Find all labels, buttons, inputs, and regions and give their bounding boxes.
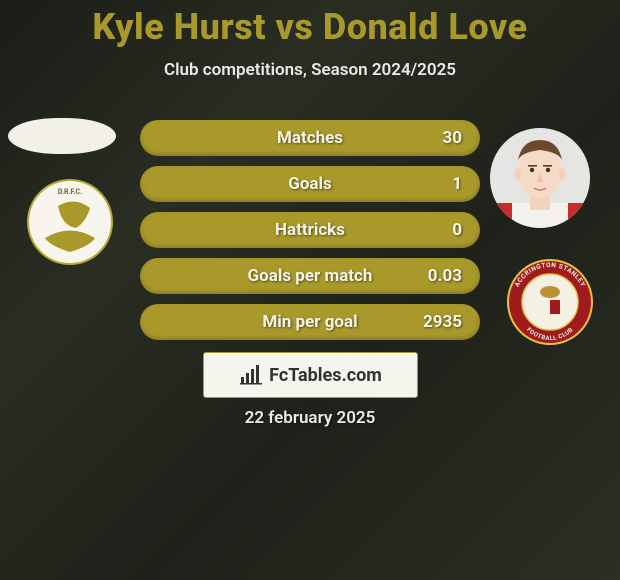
player-right-photo [490, 128, 590, 228]
stat-bar: Goals 1 [140, 166, 480, 202]
stat-value: 0 [452, 220, 462, 240]
stat-bar: Min per goal 2935 [140, 304, 480, 340]
stat-label: Matches [277, 128, 343, 148]
stat-value: 30 [442, 128, 462, 148]
stat-bar: Hattricks 0 [140, 212, 480, 248]
comparison-card: Kyle Hurst vs Donald Love Club competiti… [0, 0, 620, 580]
svg-text:D.R.F.C.: D.R.F.C. [58, 188, 82, 196]
stat-label: Goals per match [248, 266, 373, 286]
stat-label: Min per goal [262, 312, 357, 332]
page-title: Kyle Hurst vs Donald Love [0, 6, 620, 48]
stat-value: 0.03 [428, 266, 462, 286]
stat-value: 2935 [423, 312, 462, 332]
watermark: FcTables.com [203, 352, 418, 398]
stat-bar: Matches 30 [140, 120, 480, 156]
subtitle: Club competitions, Season 2024/2025 [0, 60, 620, 80]
player-left-photo [8, 118, 116, 154]
stat-label: Hattricks [275, 220, 345, 240]
stat-bar: Goals per match 0.03 [140, 258, 480, 294]
date-label: 22 february 2025 [0, 408, 620, 428]
chart-icon [239, 363, 263, 387]
stat-value: 1 [452, 174, 462, 194]
stat-label: Goals [288, 174, 332, 194]
club-right-crest: ACCRINGTON STANLEY FOOTBALL CLUB [500, 258, 600, 346]
club-left-crest: D.R.F.C. [20, 178, 120, 266]
watermark-text: FcTables.com [269, 365, 382, 386]
